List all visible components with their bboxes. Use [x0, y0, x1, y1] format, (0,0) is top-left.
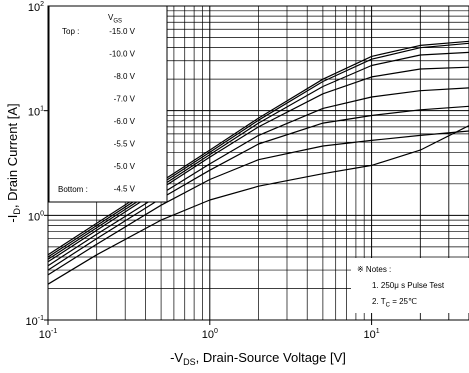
series-line-8	[47, 125, 469, 285]
notes-title: ※ Notes :	[357, 265, 391, 274]
y-tick-label: 10-1	[26, 315, 45, 328]
x-axis-label: -VDS, Drain-Source Voltage [V]	[170, 350, 346, 367]
notes-line-1: 1. 250μ s Pulse Test	[372, 281, 445, 290]
legend-entry: -4.5 V	[114, 185, 136, 194]
y-axis-label: -ID, Drain Current [A]	[5, 103, 22, 222]
notes-line-2: 2. TC = 25℃	[372, 297, 417, 309]
y-tick-label: 101	[28, 106, 44, 119]
legend-entries: -15.0 V -10.0 V -8.0 V -7.0 V -6.0 V -5.5 V -5…	[109, 27, 135, 194]
legend-bottom-label: Bottom :	[58, 185, 88, 194]
y-tick-label: 100	[28, 210, 44, 223]
x-tick-labels: 10-1 100 101	[39, 328, 380, 341]
series-line-4	[47, 66, 469, 263]
series-line-5	[47, 87, 469, 267]
legend-entry: -7.0 V	[114, 95, 136, 104]
legend-header: VGS	[108, 13, 122, 25]
legend-entry: -6.0 V	[114, 117, 136, 126]
notes-frame	[351, 258, 469, 313]
legend-frame	[48, 5, 168, 203]
legend-entry: -5.5 V	[114, 140, 136, 149]
series-line-3	[47, 51, 469, 260]
legend-entry: -5.0 V	[114, 162, 136, 171]
legend-entry: -10.0 V	[109, 50, 135, 59]
y-tick-label: 102	[28, 1, 44, 14]
x-tick-label: 100	[202, 328, 218, 341]
series-line-6	[47, 105, 469, 271]
series-line-2	[47, 42, 469, 258]
legend-box: VGS Top : Bottom : -15.0 V-10.0 V-8.0 V-…	[48, 5, 168, 203]
legend-top-label: Top :	[62, 27, 79, 36]
x-tick-label: 101	[364, 328, 380, 341]
x-tick-label: 10-1	[39, 328, 58, 341]
plot-frame	[47, 5, 469, 321]
series-line-7	[47, 130, 469, 276]
legend-entry: -8.0 V	[114, 72, 136, 81]
series-line-1	[47, 40, 469, 256]
y-tick-labels: 10-1 100 101 102	[26, 1, 45, 328]
legend-entry: -15.0 V	[109, 27, 135, 36]
notes-box: ※ Notes : 1. 250μ s Pulse Test 2. TC = 2…	[351, 258, 469, 313]
series-group	[47, 40, 469, 285]
